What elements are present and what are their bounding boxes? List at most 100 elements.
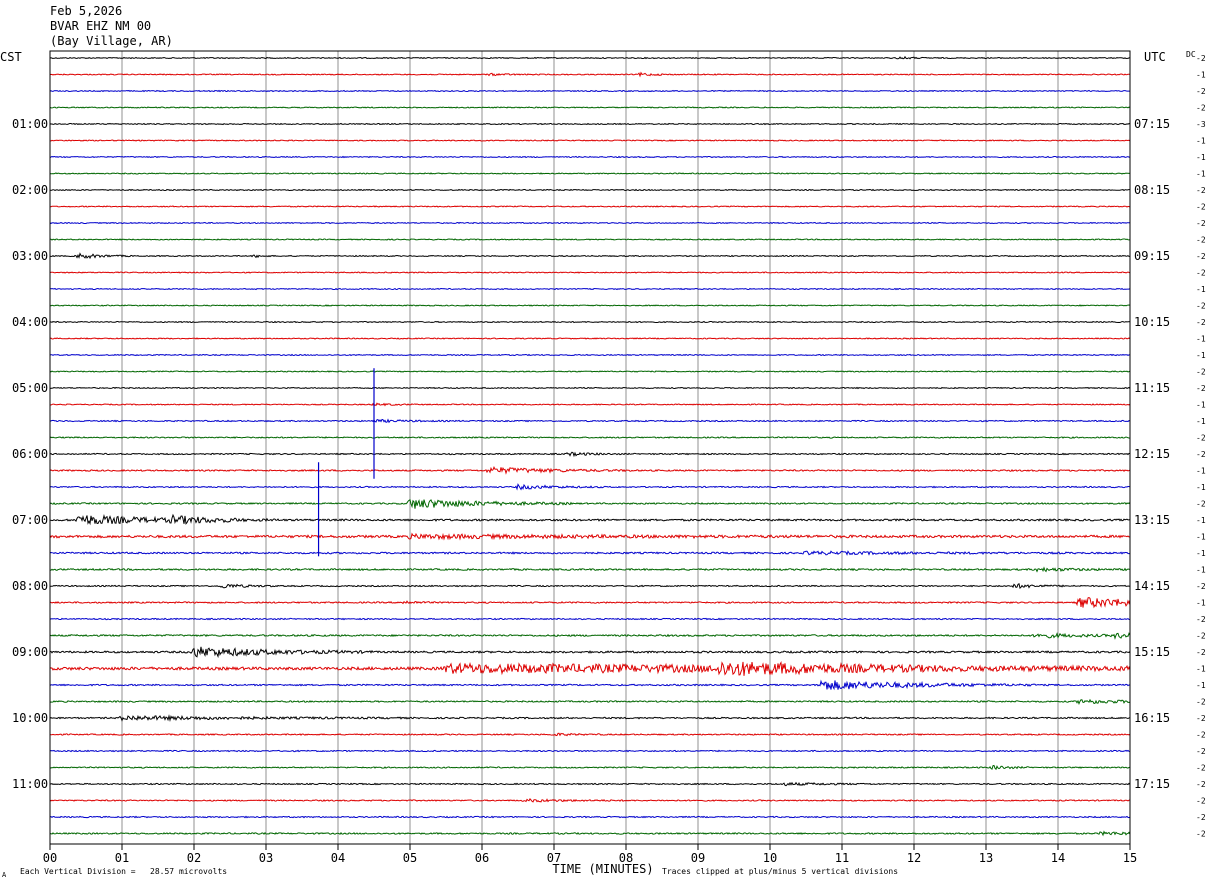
seismic-trace	[49, 732, 1131, 737]
seismic-trace	[49, 646, 1131, 659]
dc-offset-value: -2	[1196, 648, 1206, 657]
dc-offset-value: -2	[1196, 830, 1206, 839]
cst-hour-label: 09:00	[12, 645, 48, 659]
seismic-trace	[49, 714, 1131, 722]
seismic-trace	[49, 55, 1131, 60]
seismic-trace	[49, 353, 1131, 357]
dc-offset-value: -2	[1196, 731, 1206, 740]
x-tick-label: 06	[475, 851, 489, 865]
seismic-trace	[49, 679, 1131, 691]
cst-hour-label: 08:00	[12, 579, 48, 593]
dc-label: DC	[1186, 50, 1196, 59]
seismic-trace	[49, 749, 1130, 753]
cst-hour-label: 03:00	[12, 249, 48, 263]
cst-hour-label: 01:00	[12, 117, 48, 131]
seismic-trace	[50, 513, 1131, 526]
dc-offset-value: -1	[1196, 351, 1206, 360]
seismic-trace	[49, 370, 1131, 373]
dc-offset-value: -1	[1196, 71, 1206, 80]
cst-hour-labels: 01:00 02:00 03:00 04:00 05:00 06:00 07:00 08:00…	[12, 117, 48, 791]
dc-offset-value: -1	[1196, 566, 1206, 575]
seismic-trace	[49, 436, 1131, 439]
seismic-trace	[49, 764, 1131, 771]
dc-offset-value: -1	[1196, 681, 1206, 690]
cst-hour-label: 11:00	[12, 777, 48, 791]
dc-offset-value: -2	[1196, 318, 1206, 327]
dc-offset-value: -2	[1196, 203, 1206, 212]
dc-offset-value: -2	[1196, 615, 1206, 624]
utc-hour-label: 08:15	[1134, 183, 1170, 197]
location-label: (Bay Village, AR)	[50, 34, 173, 48]
utc-hour-label: 16:15	[1134, 711, 1170, 725]
utc-axis-title: UTC	[1144, 50, 1166, 64]
seismic-trace	[49, 287, 1131, 291]
trace-group	[49, 55, 1131, 837]
dc-offset-value: -2	[1196, 219, 1206, 228]
seismic-trace	[49, 583, 1131, 590]
seismic-trace	[49, 221, 1131, 225]
seismic-trace	[49, 566, 1130, 573]
seismic-trace	[49, 188, 1130, 192]
seismic-trace	[49, 238, 1131, 241]
utc-hour-label: 09:15	[1134, 249, 1170, 263]
dc-offset-value: -2	[1196, 714, 1206, 723]
seismic-trace	[49, 320, 1131, 324]
dc-offset-value: -2	[1196, 54, 1206, 63]
seismic-trace	[49, 139, 1131, 142]
seismic-trace	[49, 451, 1131, 458]
dc-offset-value: -1	[1196, 170, 1206, 179]
dc-offset-value: -2	[1196, 813, 1206, 822]
dc-offset-value: -2	[1196, 450, 1206, 459]
seismic-trace	[49, 483, 1131, 491]
seismic-trace	[49, 418, 1131, 424]
x-tick-label: 05	[403, 851, 417, 865]
x-tick-label: 12	[907, 851, 921, 865]
dc-offset-value: -1	[1196, 417, 1206, 426]
x-tick-label: 04	[331, 851, 345, 865]
dc-offset-value: -1	[1196, 401, 1206, 410]
x-tick-label: 00	[43, 851, 57, 865]
seismic-trace	[49, 122, 1131, 126]
utc-hour-label: 14:15	[1134, 579, 1170, 593]
dc-offset-value: -2	[1196, 780, 1206, 789]
dc-offset-value: -2	[1196, 186, 1206, 195]
dc-offset-value: -2	[1196, 87, 1206, 96]
dc-offset-value: -1	[1196, 549, 1206, 558]
x-tick-label: 13	[979, 851, 993, 865]
utc-hour-label: 17:15	[1134, 777, 1170, 791]
dc-offset-value: -2	[1196, 582, 1206, 591]
utc-hour-label: 13:15	[1134, 513, 1170, 527]
utc-hour-label: 11:15	[1134, 381, 1170, 395]
dc-offset-value: -1	[1196, 533, 1206, 542]
cst-hour-label: 06:00	[12, 447, 48, 461]
x-tick-label: 07	[547, 851, 561, 865]
seismic-trace	[49, 632, 1131, 640]
dc-offset-value: -1	[1196, 285, 1206, 294]
dc-offset-value: -1	[1196, 153, 1206, 162]
seismic-trace	[49, 698, 1131, 705]
dc-offset-value: -2	[1196, 368, 1206, 377]
dc-offset-value: -2	[1196, 797, 1206, 806]
dc-offset-value: -2	[1196, 500, 1206, 509]
dc-offset-value: -1	[1196, 599, 1206, 608]
seismic-trace	[49, 661, 1131, 676]
dc-offset-value: -2	[1196, 252, 1206, 261]
date-label: Feb 5,2026	[50, 4, 123, 18]
utc-hour-label: 10:15	[1134, 315, 1170, 329]
dc-offset-value: -1	[1196, 137, 1206, 146]
seismic-trace	[49, 402, 1131, 407]
cst-hour-label: 07:00	[12, 513, 48, 527]
utc-hour-label: 12:15	[1134, 447, 1170, 461]
seismic-trace	[49, 499, 1131, 509]
seismic-trace	[49, 532, 1131, 541]
seismic-trace	[49, 89, 1130, 93]
seismic-trace	[49, 830, 1131, 837]
dc-offset-value: -1	[1196, 665, 1206, 674]
seismic-trace	[49, 781, 1131, 787]
dc-offset-value: -2	[1196, 698, 1206, 707]
x-tick-label: 08	[619, 851, 633, 865]
time-grid	[121, 51, 1059, 844]
x-tick-label: 01	[115, 851, 129, 865]
dc-offset-value: -2	[1196, 747, 1206, 756]
